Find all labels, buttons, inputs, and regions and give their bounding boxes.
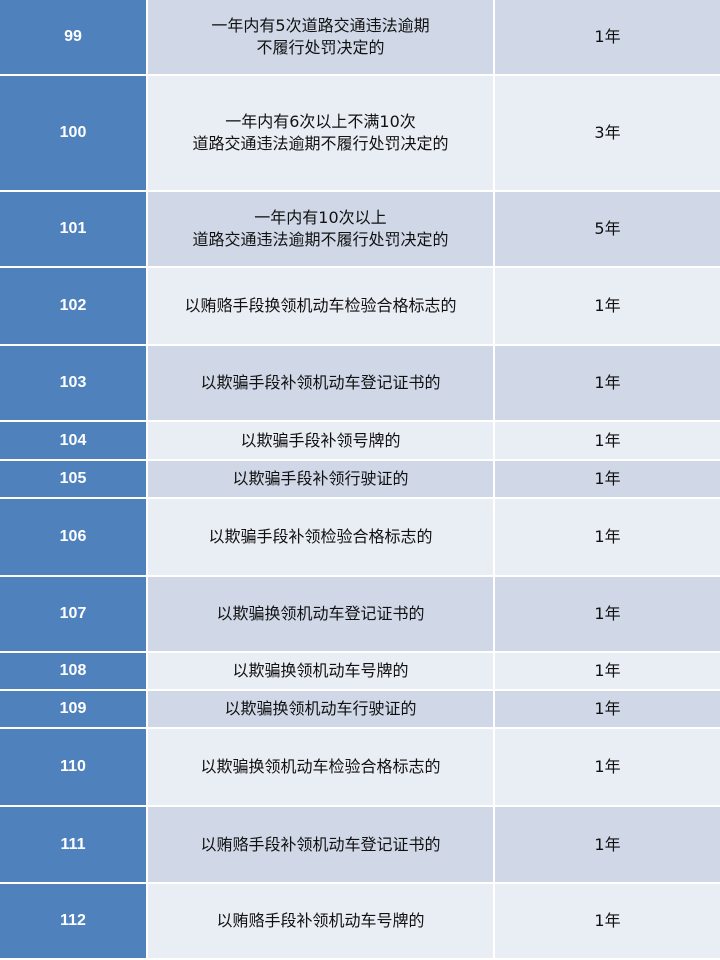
row-number: 109 (0, 691, 148, 727)
violation-description: 以欺骗手段补领机动车登记证书的 (148, 346, 495, 420)
violation-description: 以欺骗手段补领号牌的 (148, 422, 495, 459)
violation-description: 一年内有6次以上不满10次 道路交通违法逾期不履行处罚决定的 (148, 76, 495, 190)
row-number: 99 (0, 0, 148, 74)
penalty-term: 1年 (495, 729, 720, 805)
violation-description: 一年内有10次以上 道路交通违法逾期不履行处罚决定的 (148, 192, 495, 266)
violation-description: 一年内有5次道路交通违法逾期 不履行处罚决定的 (148, 0, 495, 74)
table-row: 103 以欺骗手段补领机动车登记证书的 1年 (0, 346, 720, 422)
violation-description: 以贿赂手段补领机动车号牌的 (148, 884, 495, 958)
penalty-term: 1年 (495, 577, 720, 651)
table-row: 102 以贿赂手段换领机动车检验合格标志的 1年 (0, 268, 720, 346)
row-number: 104 (0, 422, 148, 459)
row-number: 107 (0, 577, 148, 651)
row-number: 100 (0, 76, 148, 190)
violation-description: 以贿赂手段换领机动车检验合格标志的 (148, 268, 495, 344)
table-row: 100 一年内有6次以上不满10次 道路交通违法逾期不履行处罚决定的 3年 (0, 76, 720, 192)
penalty-term: 1年 (495, 461, 720, 497)
table-row: 104 以欺骗手段补领号牌的 1年 (0, 422, 720, 461)
table-row: 110 以欺骗换领机动车检验合格标志的 1年 (0, 729, 720, 807)
table-row: 108 以欺骗换领机动车号牌的 1年 (0, 653, 720, 691)
table-row: 105 以欺骗手段补领行驶证的 1年 (0, 461, 720, 499)
row-number: 102 (0, 268, 148, 344)
penalty-term: 1年 (495, 422, 720, 459)
row-number: 106 (0, 499, 148, 575)
table-row: 99 一年内有5次道路交通违法逾期 不履行处罚决定的 1年 (0, 0, 720, 76)
violation-description: 以欺骗换领机动车号牌的 (148, 653, 495, 689)
row-number: 112 (0, 884, 148, 958)
violation-description: 以欺骗换领机动车检验合格标志的 (148, 729, 495, 805)
penalty-term: 1年 (495, 0, 720, 74)
penalty-term: 1年 (495, 346, 720, 420)
violation-description: 以欺骗换领机动车登记证书的 (148, 577, 495, 651)
penalty-term: 1年 (495, 499, 720, 575)
row-number: 103 (0, 346, 148, 420)
row-number: 108 (0, 653, 148, 689)
penalty-term: 1年 (495, 653, 720, 689)
row-number: 111 (0, 807, 148, 882)
table-row: 106 以欺骗手段补领检验合格标志的 1年 (0, 499, 720, 577)
table-row: 101 一年内有10次以上 道路交通违法逾期不履行处罚决定的 5年 (0, 192, 720, 268)
penalty-term: 1年 (495, 884, 720, 958)
penalty-term: 1年 (495, 691, 720, 727)
violation-description: 以欺骗手段补领行驶证的 (148, 461, 495, 497)
row-number: 110 (0, 729, 148, 805)
violation-description: 以欺骗手段补领检验合格标志的 (148, 499, 495, 575)
row-number: 105 (0, 461, 148, 497)
table-row: 107 以欺骗换领机动车登记证书的 1年 (0, 577, 720, 653)
table-row: 109 以欺骗换领机动车行驶证的 1年 (0, 691, 720, 729)
violation-description: 以贿赂手段补领机动车登记证书的 (148, 807, 495, 882)
penalty-term: 5年 (495, 192, 720, 266)
row-number: 101 (0, 192, 148, 266)
table-row: 112 以贿赂手段补领机动车号牌的 1年 (0, 884, 720, 960)
penalty-term: 1年 (495, 268, 720, 344)
penalty-term: 3年 (495, 76, 720, 190)
penalty-term: 1年 (495, 807, 720, 882)
table-row: 111 以贿赂手段补领机动车登记证书的 1年 (0, 807, 720, 884)
violation-description: 以欺骗换领机动车行驶证的 (148, 691, 495, 727)
